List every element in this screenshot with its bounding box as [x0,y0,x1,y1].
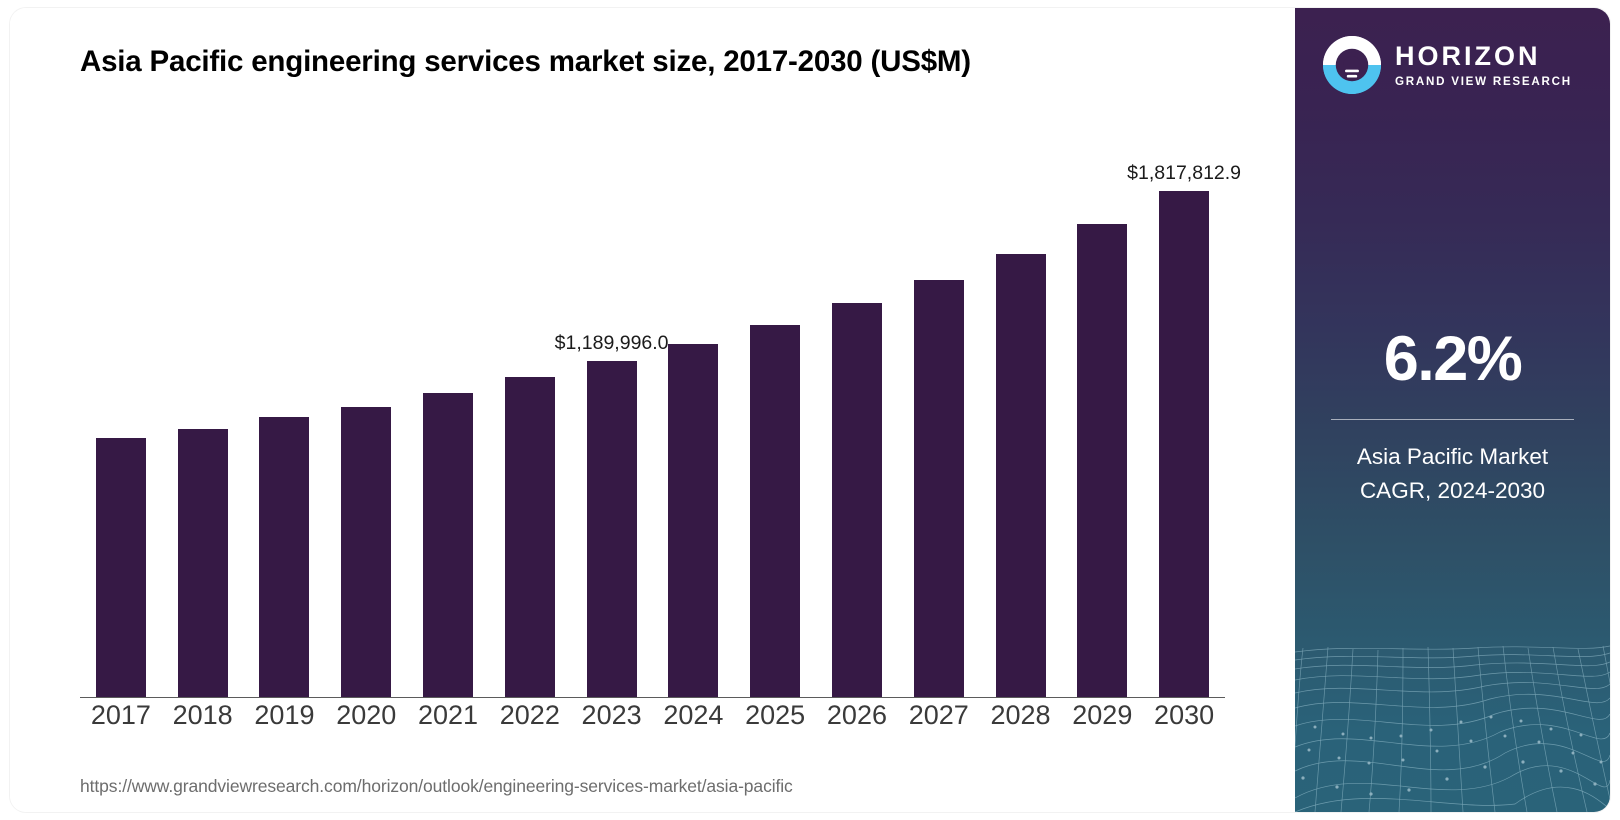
x-tick-2026: 2026 [826,700,887,730]
x-axis-tick-labels: 2017 2018 2019 2020 2021 2022 2023 2024 2025 2026… [80,700,1225,740]
bar-group-2030: $1,817,812.9 [1127,138,1241,698]
bar-2025[interactable] [750,325,801,698]
brand-lockup: HORIZON GRAND VIEW RESEARCH [1323,36,1572,94]
cagr-description-line1: Asia Pacific Market [1356,444,1549,470]
bar-series: $1,189,996.0 $1,817,812.9 [80,138,1241,698]
bar-group-2023: $1,189,996.0 [555,138,669,698]
brand-sidebar: HORIZON GRAND VIEW RESEARCH 6.2% Asia Pa… [1295,8,1610,812]
bar-group-2020 [325,138,407,698]
bar-group-2019 [244,138,326,698]
x-tick-2023: 2023 [581,700,642,730]
bar-group-2022 [489,138,571,698]
chart-panel: Asia Pacific engineering services market… [10,8,1295,812]
x-tick-2025: 2025 [745,700,806,730]
bar-group-2017 [80,138,162,698]
wireframe-mesh-decoration [1295,645,1610,812]
x-tick-2021: 2021 [417,700,479,730]
x-tick-2019: 2019 [254,700,315,730]
x-tick-2020: 2020 [336,700,397,730]
cagr-description: Asia Pacific Market CAGR, 2024-2030 [1295,440,1610,507]
bar-2028[interactable] [995,254,1046,698]
chart-card: Asia Pacific engineering services market… [10,8,1610,812]
x-tick-2022: 2022 [499,700,560,730]
bar-2021[interactable] [423,393,474,698]
bar-2029[interactable] [1077,224,1128,698]
x-tick-2018: 2018 [172,700,233,730]
bar-value-label-2023: $1,189,996.0 [554,332,669,354]
x-tick-2024: 2024 [663,700,724,730]
bar-2022[interactable] [504,377,555,698]
bar-2026[interactable] [831,303,882,698]
bar-2018[interactable] [177,429,228,698]
bar-value-label-2030: $1,817,812.9 [1127,162,1242,184]
source-url[interactable]: https://www.grandviewresearch.com/horizo… [80,776,793,796]
bar-2023[interactable] [586,361,637,698]
bar-group-2026 [816,138,898,698]
cagr-block: 6.2% Asia Pacific Market CAGR, 2024-2030 [1295,328,1610,507]
brand-name: HORIZON [1395,40,1541,71]
bar-group-2021 [407,138,489,698]
x-tick-2028: 2028 [990,700,1051,730]
bar-2030[interactable] [1159,191,1210,698]
bar-2027[interactable] [913,280,964,698]
cagr-divider [1331,419,1574,421]
x-tick-2029: 2029 [1072,700,1133,730]
bar-group-2024 [653,138,735,698]
bar-group-2018 [162,138,244,698]
bar-2024[interactable] [668,344,719,698]
bar-group-2028 [980,138,1062,698]
x-tick-2030: 2030 [1154,700,1215,730]
bar-2019[interactable] [259,417,310,698]
x-tick-2027: 2027 [908,700,969,730]
bar-2020[interactable] [341,407,392,698]
bar-group-2027 [898,138,980,698]
bar-group-2025 [734,138,816,698]
plot-area: $1,189,996.0 $1,817,812.9 [80,138,1241,698]
page-title: Asia Pacific engineering services market… [80,45,971,78]
brand-subtitle: GRAND VIEW RESEARCH [1395,75,1572,89]
bar-group-2029 [1061,138,1143,698]
cagr-value: 6.2% [1383,324,1523,394]
x-tick-2017: 2017 [90,700,151,730]
x-axis-line [80,696,1225,698]
bar-2017[interactable] [95,438,146,698]
horizon-sun-circle-icon [1323,36,1381,94]
cagr-description-line2: CAGR, 2024-2030 [1359,477,1546,503]
